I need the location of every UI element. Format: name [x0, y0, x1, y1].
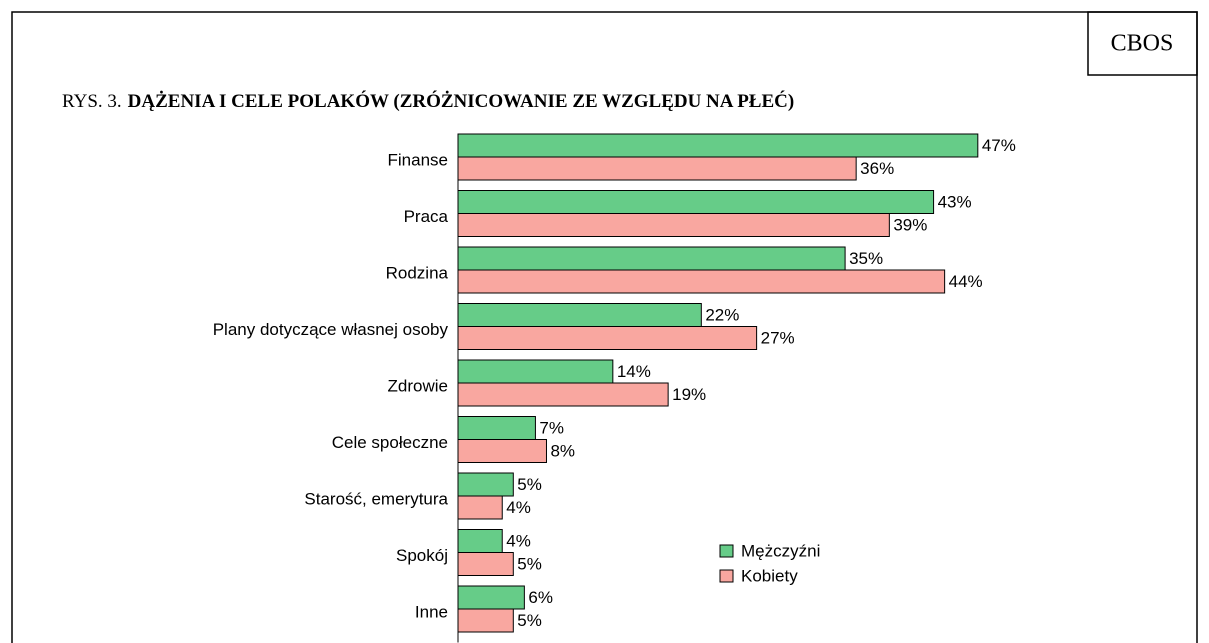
category-label: Spokój — [396, 546, 448, 565]
bar — [457, 359, 614, 384]
category-label: Cele społeczne — [332, 433, 448, 452]
bar — [457, 439, 547, 463]
bar — [457, 326, 758, 350]
value-label: 39% — [893, 215, 927, 234]
bar — [457, 552, 514, 576]
legend-swatch — [719, 544, 734, 558]
value-label: 27% — [761, 328, 795, 347]
category-label: Plany dotyczące własnej osoby — [213, 320, 449, 339]
bar — [457, 213, 890, 237]
value-label: 47% — [982, 136, 1016, 155]
value-label: 5% — [517, 475, 542, 494]
source: CBOS — [1111, 31, 1174, 57]
bar — [457, 416, 536, 440]
frame — [11, 11, 1198, 643]
bar — [457, 382, 669, 407]
category-label: Inne — [415, 602, 448, 621]
bar — [457, 303, 702, 327]
value-label: 44% — [949, 272, 983, 291]
value-label: 19% — [672, 385, 706, 404]
value-label: 22% — [705, 305, 739, 324]
value-label: 5% — [517, 611, 542, 630]
value-label: 4% — [506, 531, 531, 550]
legend-label: Kobiety — [741, 566, 798, 585]
bar — [457, 246, 846, 271]
value-label: 6% — [528, 588, 553, 607]
legend-label: Mężczyźni — [741, 541, 820, 560]
title-prefix: RYS. 3. — [62, 91, 122, 112]
chart-title: RYS. 3. DĄŻENIA I CELE POLAKÓW (ZRÓŻNICOW… — [62, 90, 794, 112]
bar — [457, 472, 514, 497]
bar — [457, 608, 514, 633]
bar — [457, 190, 935, 214]
bar — [457, 133, 979, 158]
category-label: Finanse — [388, 150, 448, 169]
value-label: 5% — [517, 554, 542, 573]
value-label: 36% — [860, 159, 894, 178]
category-label: Zdrowie — [388, 376, 448, 395]
value-label: 43% — [938, 192, 972, 211]
category-label: Rodzina — [386, 263, 449, 282]
bar — [457, 269, 946, 294]
bar — [457, 585, 525, 610]
source-box — [1087, 11, 1198, 76]
value-label: 4% — [506, 498, 531, 517]
bar — [457, 495, 503, 520]
bar — [457, 529, 503, 553]
legend-swatch — [719, 569, 734, 583]
category-label: Starość, emerytura — [304, 489, 448, 508]
category-label: Praca — [404, 207, 449, 226]
value-label: 35% — [849, 249, 883, 268]
value-label: 14% — [617, 362, 651, 381]
value-label: 7% — [539, 418, 564, 437]
title-main: DĄŻENIA I CELE POLAKÓW (ZRÓŻNICOWANIE ZE… — [128, 90, 795, 112]
bar — [457, 156, 857, 181]
value-label: 8% — [550, 441, 575, 460]
